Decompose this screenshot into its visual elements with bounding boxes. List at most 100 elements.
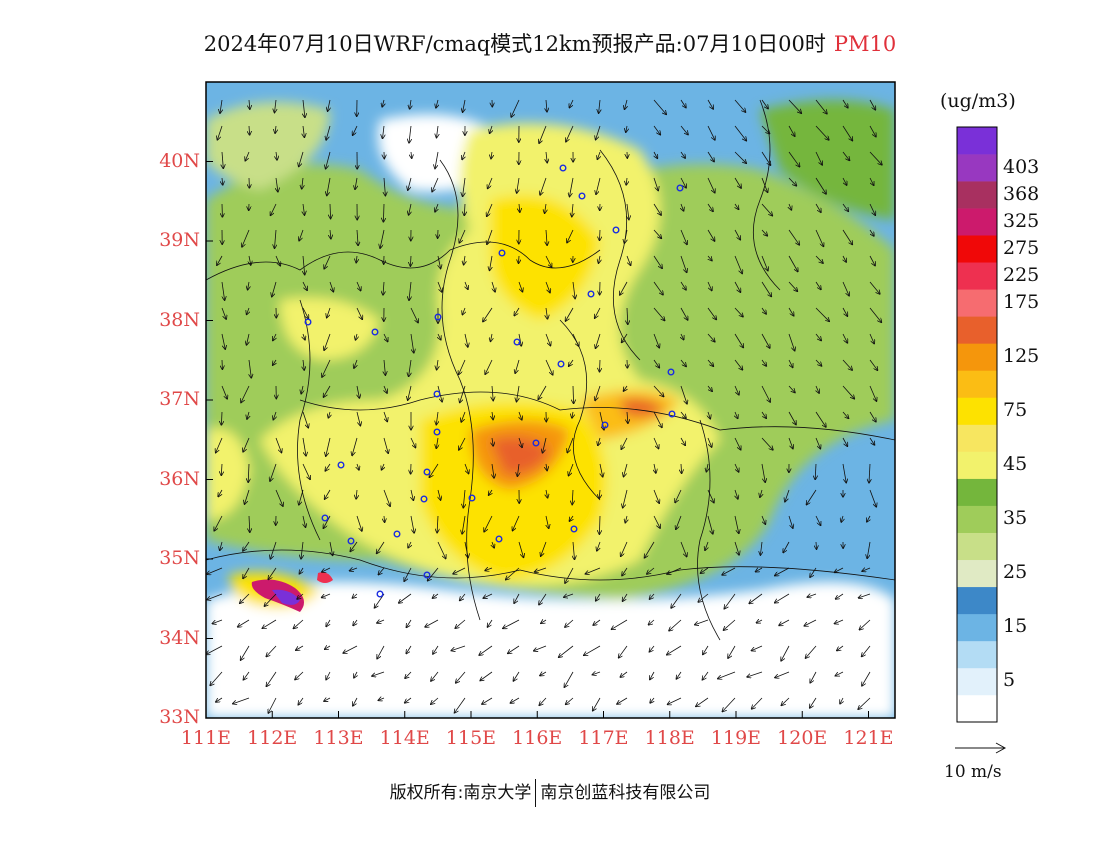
wind-arrow	[463, 489, 465, 508]
colorbar-swatch	[957, 667, 997, 696]
wind-arrow	[598, 437, 600, 445]
wind-arrow	[303, 99, 305, 117]
colorbar-unit: (ug/m3)	[940, 90, 1016, 112]
wind-arrow	[835, 671, 844, 676]
wind-arrow	[624, 385, 628, 391]
wind-arrow	[760, 541, 762, 555]
x-tick-label: 116E	[512, 727, 563, 749]
wind-arrow	[734, 333, 743, 348]
wind-arrow	[410, 333, 414, 353]
wind-arrow	[681, 333, 684, 340]
wind-arrow	[488, 619, 493, 627]
wind-arrow	[734, 437, 741, 450]
wind-arrow	[437, 359, 438, 370]
wind-arrow	[760, 489, 762, 497]
wind-arrow	[668, 697, 682, 704]
wind-arrow	[757, 620, 763, 623]
colorbar-swatch	[957, 478, 997, 506]
wind-arrow	[869, 359, 878, 370]
wind-arrow	[573, 541, 575, 559]
wind-arrow	[545, 359, 553, 375]
wind-arrow	[707, 333, 715, 342]
wind-arrow	[570, 177, 574, 197]
wind-arrow	[842, 411, 849, 418]
wind-arrow	[301, 541, 303, 559]
wind-arrow	[546, 307, 548, 319]
wind-arrow	[869, 385, 877, 401]
wind-arrow	[617, 697, 628, 704]
wind-arrow	[295, 671, 304, 680]
site-marker	[668, 410, 676, 418]
wind-arrow	[566, 125, 574, 142]
wind-arrow	[815, 411, 826, 427]
wind-arrow	[409, 359, 411, 376]
wind-arrow	[835, 619, 844, 624]
wind-arrow	[207, 593, 223, 600]
wind-arrow	[409, 281, 411, 300]
wind-arrow	[485, 568, 493, 571]
wind-arrow	[815, 515, 821, 525]
wind-arrow	[451, 645, 466, 651]
wind-arrow	[356, 515, 362, 531]
wind-arrow	[356, 411, 360, 426]
wind-arrow	[707, 125, 715, 140]
wind-arrow	[462, 151, 465, 159]
colorbar-label: 125	[1003, 344, 1040, 367]
wind-arrow	[761, 411, 766, 418]
wind-arrow	[862, 568, 871, 571]
wind-arrow	[703, 645, 709, 654]
wind-arrow	[869, 281, 880, 294]
wind-arrow	[465, 281, 468, 289]
wind-arrow	[653, 177, 658, 191]
wind-arrow	[807, 594, 817, 597]
wind-arrow	[869, 229, 874, 236]
wind-arrow	[326, 125, 331, 140]
wind-arrow	[546, 489, 548, 498]
wind-arrow	[653, 515, 660, 528]
wind-arrow	[539, 593, 547, 605]
colorbar-swatch	[957, 154, 997, 182]
title-main: 2024年07月10日WRF/cmaq模式12km预报产品:07月10日00时	[203, 32, 826, 56]
wind-arrow	[815, 99, 827, 114]
wind-arrow	[676, 515, 682, 529]
wind-arrow	[595, 385, 601, 400]
colorbar-label: 25	[1003, 561, 1028, 584]
wind-arrow	[464, 203, 465, 215]
wind-arrow	[517, 385, 520, 402]
wind-arrow	[491, 333, 493, 341]
wind-arrow	[221, 333, 225, 349]
wind-arrow	[597, 541, 600, 551]
wind-arrow	[545, 281, 550, 293]
wind-arrow	[221, 463, 222, 475]
wind-arrow	[619, 645, 628, 658]
wind-arrow	[761, 203, 772, 216]
wind-arrow	[352, 594, 358, 598]
wind-arrow	[490, 125, 492, 133]
wind-arrow	[328, 99, 330, 111]
wind-arrow	[299, 229, 304, 241]
wind-arrow	[734, 359, 743, 370]
wind-arrow	[621, 541, 628, 556]
wind-arrow	[273, 359, 276, 365]
wind-arrow	[815, 359, 822, 366]
wind-arrow	[747, 671, 763, 677]
wind-arrow	[734, 99, 746, 112]
colorbar-swatch	[957, 370, 997, 398]
wind-arrow	[408, 385, 412, 400]
wind-arrow	[596, 177, 601, 194]
colorbar-label: 75	[1003, 398, 1028, 421]
wind-arrow	[249, 255, 251, 265]
wind-arrow	[569, 463, 574, 476]
wind-arrow	[353, 697, 358, 706]
wind-arrow	[324, 255, 331, 269]
wind-arrow	[299, 567, 303, 574]
wind-arrow	[680, 437, 685, 445]
wind-arrow	[842, 385, 854, 399]
wind-arrow	[775, 671, 790, 678]
wind-arrow	[410, 515, 414, 533]
wind-arrow	[324, 698, 331, 701]
wind-arrow	[623, 593, 628, 601]
wind-arrow	[842, 125, 852, 141]
wind-arrow	[734, 151, 746, 163]
site-marker	[676, 184, 684, 192]
